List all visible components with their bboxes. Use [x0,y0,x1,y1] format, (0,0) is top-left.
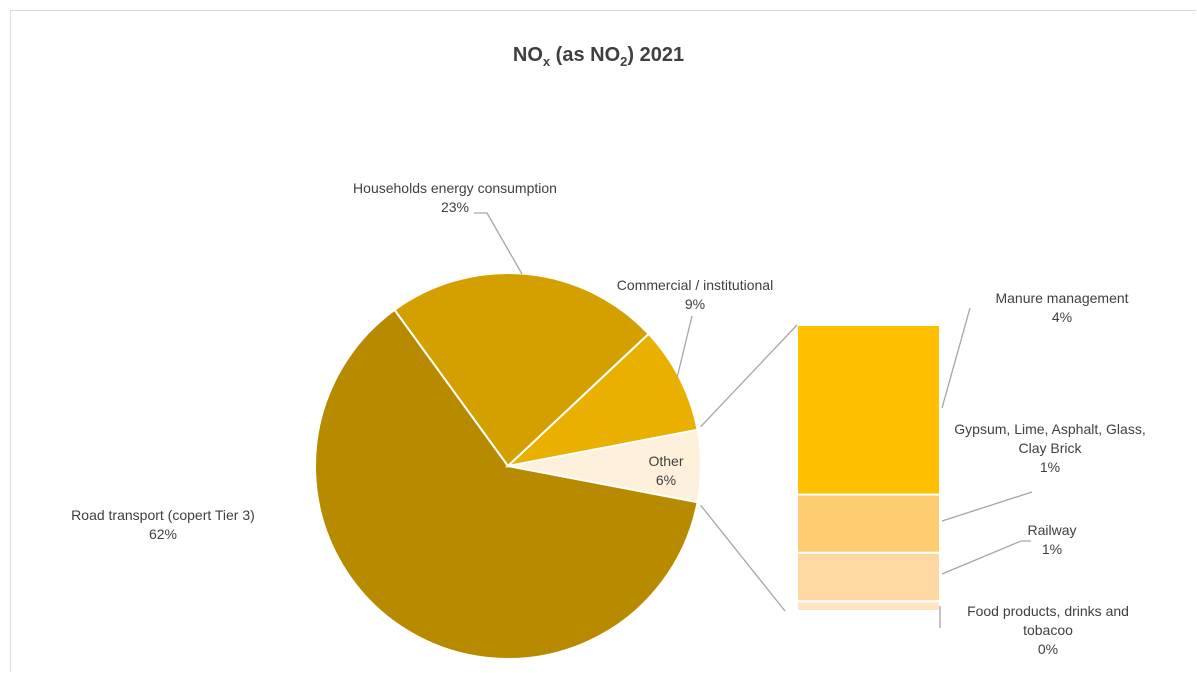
bar-segment-gypsum-lime-asphalt-glass-clay-brick [796,493,941,554]
bar-segment-railway [796,551,941,603]
connector-line-top [700,324,798,428]
leader-line-commercial [676,315,693,379]
connector-line-bottom [700,504,786,612]
slice-label-road-transport: Road transport (copert Tier 3) 62% [71,507,255,542]
leader-line-manure [941,307,971,409]
pie-slice-commercial-institutional [504,332,699,468]
bar-segment-manure-management [796,324,941,496]
leader-line-households [474,212,523,275]
leader-line-gypsum [941,491,1033,522]
chart-frame [10,10,1196,672]
bar-segment-food-products-drinks-and-tobacoo [796,600,941,613]
pie-slice-households-energy-consumption [393,272,651,468]
slice-label-other: Other 6% [648,453,683,488]
slice-label-households: Households energy consumption 23% [353,180,557,215]
bar-label-food: Food products, drinks and tobacoo 0% [967,603,1129,657]
bar-label-manure: Manure management 4% [995,290,1128,325]
slice-label-commercial: Commercial / institutional 9% [617,277,773,312]
pie-slice-road-transport-copert-tier-3 [314,308,699,660]
leader-line-railway [941,540,1031,575]
bar-label-gypsum: Gypsum, Lime, Asphalt, Glass, Clay Brick 1… [954,421,1145,475]
bar-label-railway: Railway 1% [1027,522,1076,557]
pie-slice-other [507,428,702,504]
chart-title: NOx (as NO2) 2021 [512,44,685,69]
